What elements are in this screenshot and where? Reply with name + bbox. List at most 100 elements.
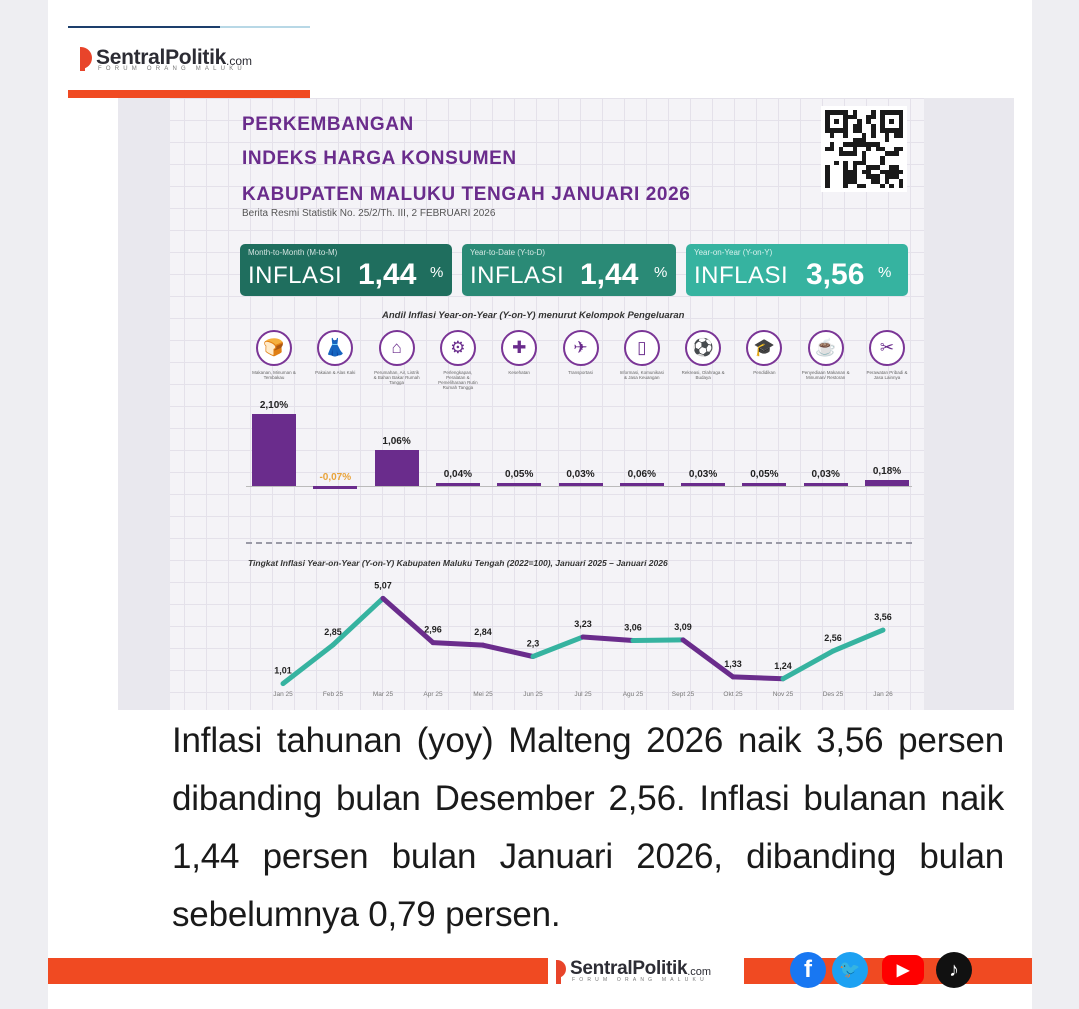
footer-logo-domain: .com <box>687 965 712 978</box>
line-segment <box>430 640 486 648</box>
bar <box>681 483 726 486</box>
restaurant-icon: ☕ <box>807 330 844 366</box>
bar <box>252 414 296 486</box>
twitter-icon[interactable]: 🐦 <box>832 952 868 988</box>
category-label: Pakaian & Alas Kaki <box>315 370 356 375</box>
category-label: Informasi, Komunikasi & Jasa Keuangan <box>619 370 664 380</box>
house-icon: ⌂ <box>378 330 415 366</box>
x-tick-label: Feb 25 <box>323 691 344 698</box>
header-accent-bar <box>68 90 310 98</box>
bar-value-label: 2,10% <box>259 400 289 411</box>
x-tick-label: Jan 26 <box>873 691 893 698</box>
x-tick-label: Nov 25 <box>773 691 794 698</box>
category-label: Pendidikan <box>753 370 776 375</box>
section-divider <box>246 542 912 544</box>
inflation-box-mtom: Month-to-Month (M-to-M) INFLASI 1,44 % <box>240 244 452 296</box>
bar <box>803 483 848 486</box>
bar-value-label: 1,06% <box>382 435 411 447</box>
line-value-label: 3,56 <box>874 612 892 622</box>
bar-value-label: 0,03% <box>566 469 595 480</box>
phone-icon: ▯ <box>623 330 660 366</box>
category-label: Kesehatan <box>508 370 530 375</box>
category-label: Perlengkapan, Peralatan & Pemeliharaan R… <box>438 370 478 390</box>
category-label: Rekreasi, Olahraga & Budaya <box>681 370 725 380</box>
infographic-title-1: PERKEMBANGAN <box>242 114 414 135</box>
x-tick-label: Jun 25 <box>523 691 543 698</box>
line-value-label: 2,56 <box>824 633 842 643</box>
bar <box>374 449 419 486</box>
line-segment <box>280 642 336 687</box>
bar <box>558 483 603 486</box>
sport-icon: ⚽ <box>685 330 722 366</box>
post-card: SentralPolitik .com FORUM ORANG MALUKU P… <box>48 0 1032 1009</box>
logo-domain: .com <box>226 54 253 68</box>
line-chart-title: Tingkat Inflasi Year-on-Year (Y-on-Y) Ka… <box>248 558 668 568</box>
bar-value-label: 0,18% <box>872 465 902 477</box>
bar-baseline <box>246 486 912 487</box>
line-value-label: 2,85 <box>324 627 342 637</box>
youtube-icon[interactable]: ▶ <box>882 955 924 985</box>
line-segment <box>780 648 836 682</box>
article-paragraph: Inflasi tahunan (yoy) Malteng 2026 naik … <box>172 721 1004 934</box>
logo-mark-icon <box>556 960 566 984</box>
inflation-box-yony: Year-on-Year (Y-on-Y) INFLASI 3,56 % <box>686 244 908 296</box>
health-icon: ✚ <box>501 330 538 366</box>
bar-value-label: 0,04% <box>443 469 473 480</box>
bar <box>435 483 480 486</box>
line-value-label: 2,96 <box>424 625 442 635</box>
footer-logo-tagline: FORUM ORANG MALUKU <box>572 977 708 983</box>
footer-bar-left <box>48 958 548 984</box>
line-segment <box>580 634 636 644</box>
bar-chart-title: Andil Inflasi Year-on-Year (Y-on-Y) menu… <box>382 310 685 321</box>
line-segment <box>480 642 536 659</box>
infographic-title-2: INDEKS HARGA KONSUMEN <box>242 148 517 169</box>
facebook-icon[interactable]: f <box>790 952 826 988</box>
appliance-icon: ⚙ <box>439 330 476 366</box>
category-label: Perumahan, Air, Listrik & Bahan Bakar Ru… <box>373 370 420 385</box>
qr-code <box>821 106 907 192</box>
bar-value-label: 0,05% <box>505 469 534 480</box>
logo-mark-icon <box>80 47 92 71</box>
x-tick-label: Jul 25 <box>574 691 592 698</box>
x-tick-label: Mar 25 <box>373 691 394 698</box>
line-value-label: 2,3 <box>527 639 540 649</box>
line-chart: 1,01 Jan 25 2,85 Feb 25 5,07 Mar 25 2,96 Apr 25… <box>273 580 893 698</box>
food-icon: 🍞 <box>256 330 292 366</box>
clothing-icon: 👗 <box>317 330 354 366</box>
category-label: Perawatan Pribadi & Jasa Lainnya <box>866 370 908 380</box>
tiktok-icon[interactable]: ♪ <box>936 952 972 988</box>
infographic-subtitle: Berita Resmi Statistik No. 25/2/Th. III,… <box>242 208 496 219</box>
line-segment <box>830 627 886 654</box>
site-logo[interactable]: SentralPolitik .com FORUM ORANG MALUKU <box>80 46 253 72</box>
line-value-label: 3,23 <box>574 619 592 629</box>
bar <box>497 483 542 486</box>
x-tick-label: Jan 25 <box>273 691 293 698</box>
x-tick-label: Sept 25 <box>672 691 695 698</box>
footer-logo[interactable]: SentralPolitik .com FORUM ORANG MALUKU <box>556 958 712 984</box>
bar <box>865 479 909 486</box>
line-value-label: 5,07 <box>374 580 392 590</box>
x-tick-label: Des 25 <box>823 691 844 698</box>
bar <box>619 483 664 486</box>
category-label: Makanan, Minuman & Tembakau <box>252 370 296 380</box>
bar <box>742 483 787 486</box>
logo-name: SentralPolitik <box>96 46 227 69</box>
infographic-image: PERKEMBANGAN INDEKS HARGA KONSUMEN KABUP… <box>118 98 1014 710</box>
article-body: Inflasi tahunan (yoy) Malteng 2026 naik … <box>172 712 1004 944</box>
line-value-label: 3,06 <box>624 623 642 633</box>
line-value-label: 1,24 <box>774 661 792 671</box>
line-segment <box>730 674 786 682</box>
category-label: Penyediaan Makanan & Minuman/ Restoran <box>801 370 850 380</box>
bar-value-label: 0,03% <box>811 469 840 480</box>
line-segment <box>680 637 736 680</box>
bar <box>313 486 358 489</box>
education-icon: 🎓 <box>746 330 783 366</box>
header-accent-line <box>68 26 310 28</box>
line-segment <box>380 595 436 646</box>
x-tick-label: Apr 25 <box>423 691 443 698</box>
line-segment <box>530 634 586 659</box>
line-segment <box>630 637 686 644</box>
x-tick-label: Mei 25 <box>473 691 493 698</box>
bar-value-label: 0,06% <box>627 469 656 480</box>
line-value-label: 1,01 <box>274 666 292 676</box>
